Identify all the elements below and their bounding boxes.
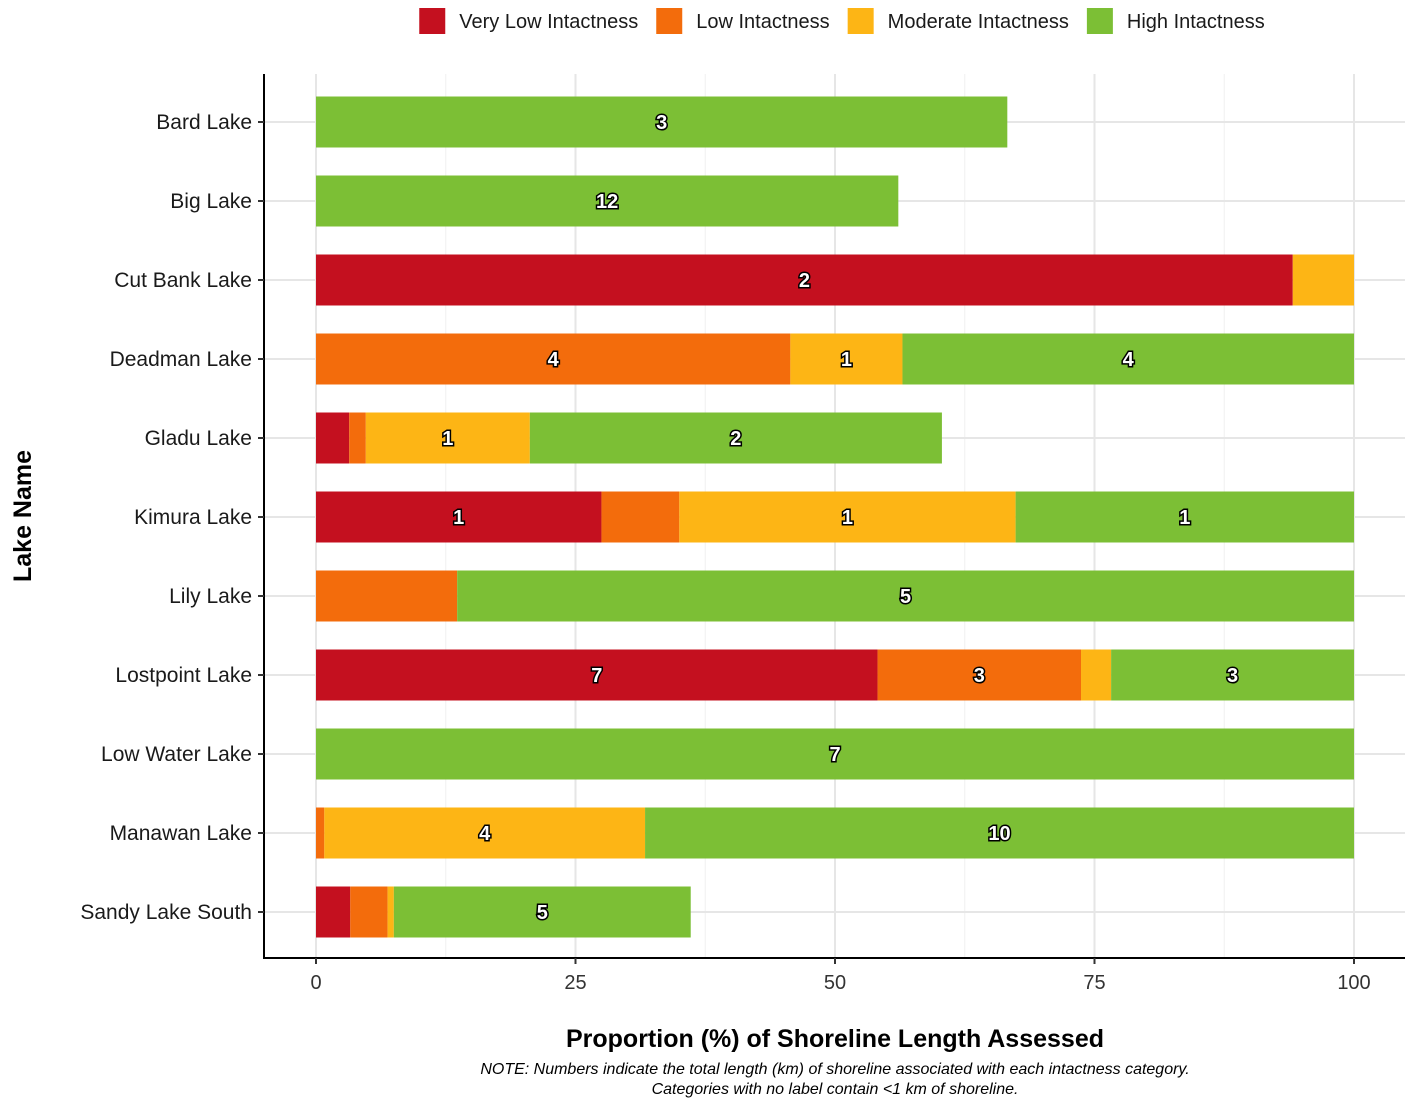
bar-sandy-lake-south-low-intactness (350, 886, 388, 938)
category-label-deadman-lake: Deadman Lake (110, 348, 252, 371)
legend-label: High Intactness (1127, 11, 1265, 33)
data-label-big-lake-high-intactness: 12 (596, 191, 618, 213)
legend-swatch (847, 8, 874, 34)
legend-swatch (1086, 8, 1113, 34)
data-label-low-water-lake-high-intactness: 7 (829, 744, 840, 766)
data-label-bard-lake-high-intactness: 3 (656, 112, 667, 134)
data-label-kimura-lake-moderate-intactness: 1 (842, 507, 853, 529)
bar-manawan-lake-low-intactness (316, 807, 325, 859)
category-label-gladu-lake: Gladu Lake (145, 427, 252, 450)
category-label-bard-lake: Bard Lake (156, 111, 252, 134)
data-label-gladu-lake-high-intactness: 2 (730, 428, 741, 450)
x-tick-label: 0 (310, 972, 321, 994)
x-axis-title: Proportion (%) of Shoreline Length Asses… (566, 1025, 1104, 1053)
data-label-deadman-lake-low-intactness: 4 (548, 349, 560, 371)
bar-kimura-lake-moderate-intactness (679, 491, 1016, 543)
data-label-cut-bank-lake-very-low-intactness: 2 (799, 270, 810, 292)
legend-label: Very Low Intactness (459, 11, 638, 33)
bar-cut-bank-lake-moderate-intactness (1292, 254, 1354, 306)
legend-item-very-low-intactness: Very Low Intactness (419, 8, 638, 34)
x-tick-label: 75 (1083, 972, 1105, 994)
bar-kimura-lake-high-intactness (1015, 491, 1354, 543)
data-label-kimura-lake-very-low-intactness: 1 (453, 507, 464, 529)
data-label-manawan-lake-high-intactness: 10 (988, 823, 1010, 845)
data-label-gladu-lake-moderate-intactness: 1 (442, 428, 453, 450)
data-label-lostpoint-lake-high-intactness: 3 (1227, 665, 1238, 687)
data-label-deadman-lake-moderate-intactness: 1 (841, 349, 852, 371)
x-tick-label: 25 (564, 972, 586, 994)
data-label-lostpoint-lake-low-intactness: 3 (974, 665, 985, 687)
category-label-lily-lake: Lily Lake (169, 585, 252, 608)
legend-label: Low Intactness (696, 11, 829, 33)
category-label-lostpoint-lake: Lostpoint Lake (115, 664, 252, 687)
category-label-cut-bank-lake: Cut Bank Lake (114, 269, 252, 292)
data-label-kimura-lake-high-intactness: 1 (1179, 507, 1190, 529)
bar-kimura-lake-very-low-intactness (316, 491, 602, 543)
bar-kimura-lake-low-intactness (601, 491, 680, 543)
bar-deadman-lake-moderate-intactness (790, 333, 903, 385)
bar-lostpoint-lake-high-intactness (1111, 649, 1354, 701)
category-label-kimura-lake: Kimura Lake (134, 506, 252, 529)
bar-gladu-lake-moderate-intactness (365, 412, 530, 464)
legend-swatch (419, 8, 446, 34)
bar-cut-bank-lake-very-low-intactness (316, 254, 1293, 306)
x-tick-labels: 0 25 50 75 100 (310, 972, 1370, 994)
bar-bard-lake-high-intactness (316, 96, 1008, 148)
legend-label: Moderate Intactness (888, 11, 1069, 33)
x-tick-label: 50 (824, 972, 846, 994)
data-label-lostpoint-lake-very-low-intactness: 7 (591, 665, 602, 687)
bar-lily-lake-low-intactness (316, 570, 458, 622)
bar-sandy-lake-south-moderate-intactness (387, 886, 394, 938)
bar-lostpoint-lake-very-low-intactness (316, 649, 878, 701)
bar-lily-lake-high-intactness (457, 570, 1355, 622)
bar-lostpoint-lake-low-intactness (877, 649, 1082, 701)
bar-manawan-lake-moderate-intactness (324, 807, 646, 859)
y-axis-title: Lake Name (9, 450, 37, 582)
legend-item-moderate-intactness: Moderate Intactness (847, 8, 1069, 34)
bar-gladu-lake-low-intactness (349, 412, 366, 464)
category-label-low-water-lake: Low Water Lake (101, 743, 252, 766)
bars (316, 96, 1355, 938)
data-label-manawan-lake-moderate-intactness: 4 (479, 823, 491, 845)
legend-item-low-intactness: Low Intactness (656, 8, 830, 34)
bar-low-water-lake-high-intactness (316, 728, 1354, 780)
bar-gladu-lake-very-low-intactness (316, 412, 350, 464)
bar-sandy-lake-south-very-low-intactness (316, 886, 351, 938)
bar-sandy-lake-south-high-intactness (393, 886, 691, 938)
bar-deadman-lake-low-intactness (316, 333, 791, 385)
axes (258, 74, 1405, 964)
data-label-lily-lake-high-intactness: 5 (900, 586, 911, 608)
category-label-big-lake: Big Lake (170, 190, 252, 213)
legend-swatch (656, 8, 683, 34)
note-line-2: Categories with no label contain <1 km o… (652, 1081, 1019, 1098)
category-labels: Bard Lake Big Lake Cut Bank Lake Deadman La… (80, 111, 252, 924)
bar-deadman-lake-high-intactness (902, 333, 1354, 385)
bar-gladu-lake-high-intactness (529, 412, 942, 464)
category-label-manawan-lake: Manawan Lake (110, 822, 252, 845)
bar-big-lake-high-intactness (316, 175, 899, 227)
category-label-sandy-lake-south: Sandy Lake South (80, 901, 252, 924)
legend: Very Low Intactness Low Intactness Moderat… (419, 8, 1265, 34)
legend-item-high-intactness: High Intactness (1086, 8, 1265, 34)
x-tick-label: 100 (1337, 972, 1370, 994)
bar-lostpoint-lake-moderate-intactness (1081, 649, 1112, 701)
data-label-sandy-lake-south-high-intactness: 5 (537, 902, 548, 924)
note-line-1: NOTE: Numbers indicate the total length … (480, 1061, 1189, 1078)
bar-manawan-lake-high-intactness (645, 807, 1354, 859)
data-label-deadman-lake-high-intactness: 4 (1123, 349, 1135, 371)
